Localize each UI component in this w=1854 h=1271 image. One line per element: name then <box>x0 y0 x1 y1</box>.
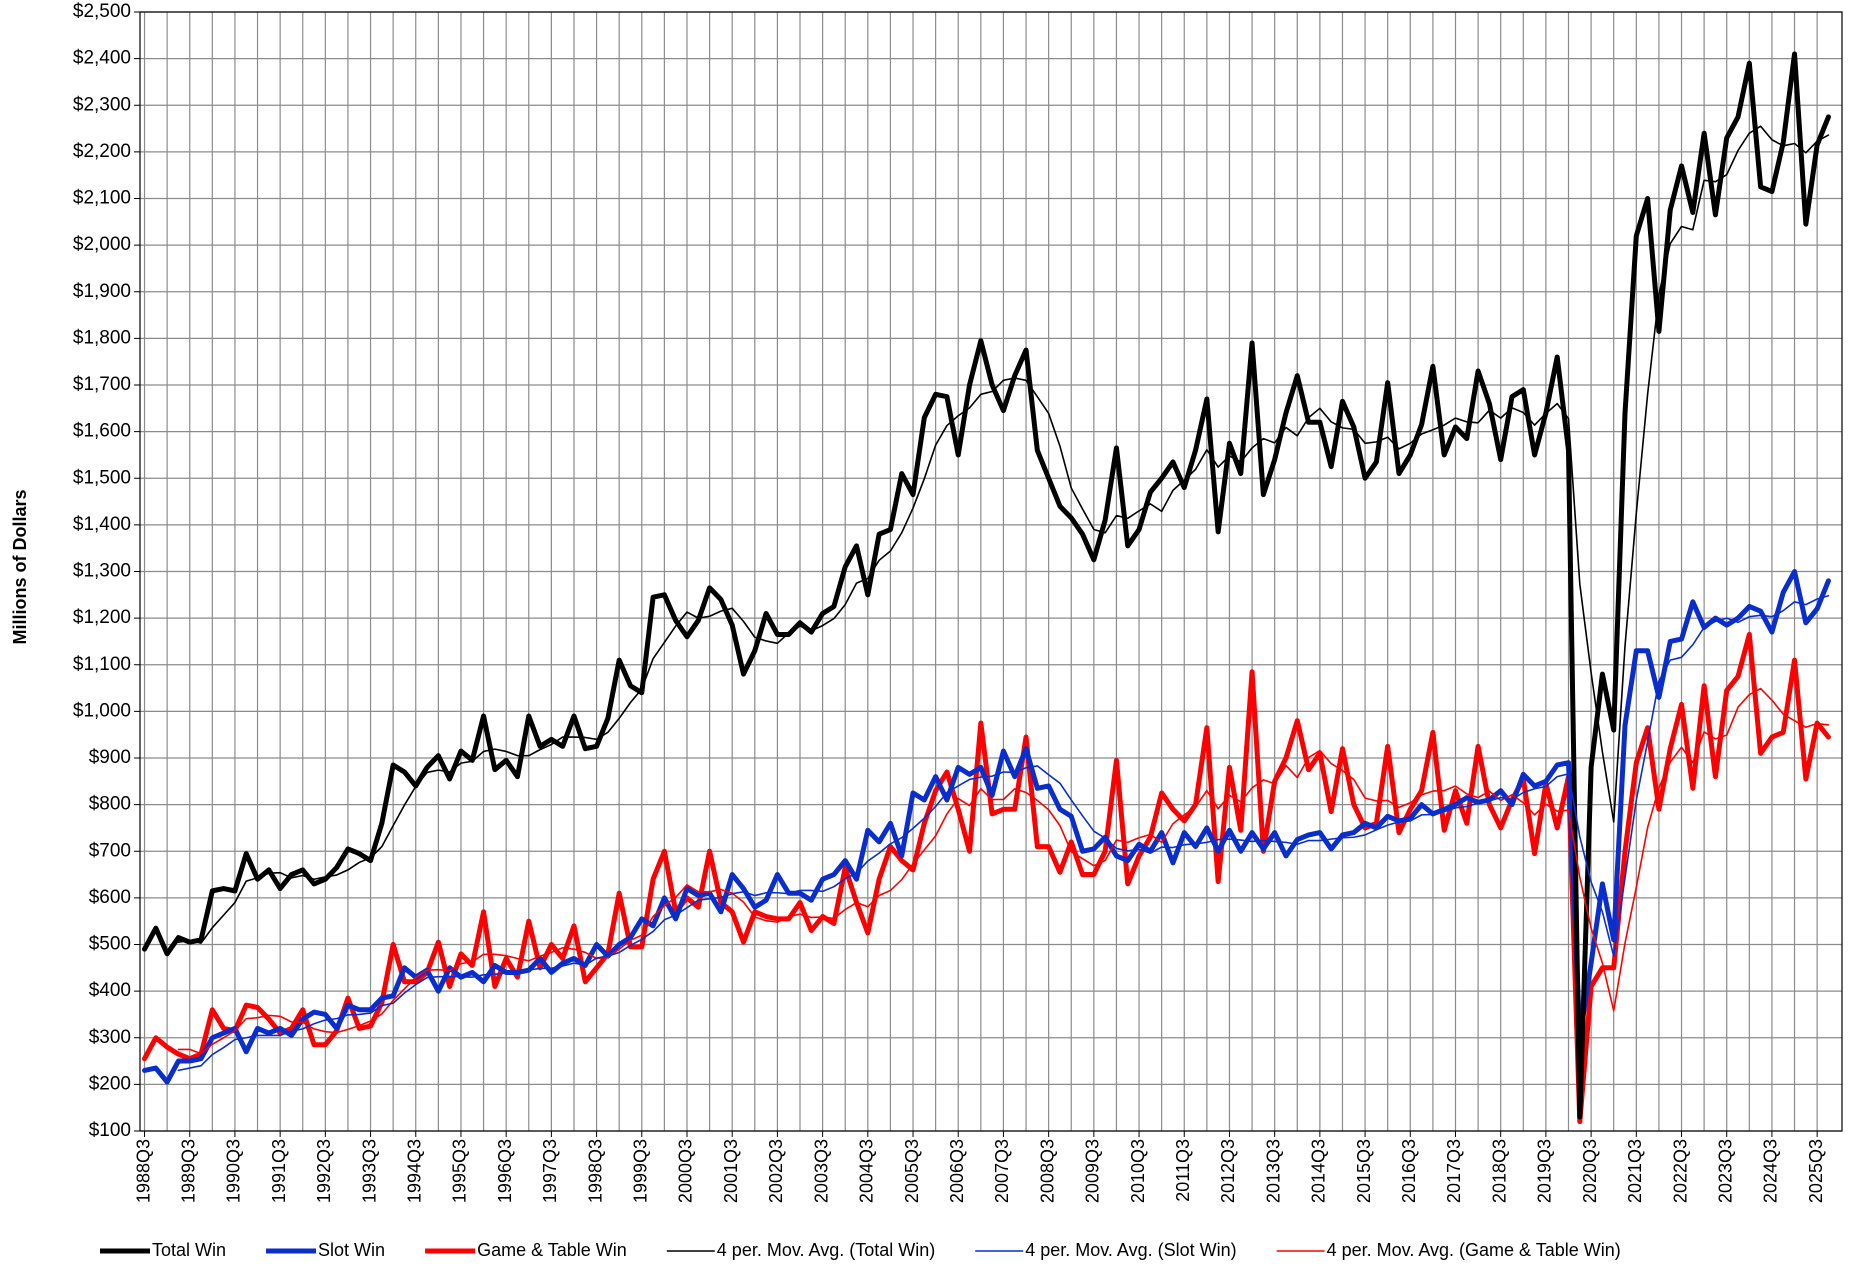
y-tick-label: $900 <box>89 747 131 768</box>
legend-label: Total Win <box>152 1240 226 1260</box>
x-tick-label: 2024Q3 <box>1761 1139 1781 1203</box>
series-line <box>177 594 1830 1072</box>
y-tick-label: $2,300 <box>73 94 131 115</box>
x-tick-label: 2022Q3 <box>1670 1139 1690 1203</box>
x-tick-label: 2012Q3 <box>1218 1139 1238 1203</box>
y-tick-label: $1,500 <box>73 467 131 488</box>
x-tick-label: 2017Q3 <box>1444 1139 1464 1203</box>
x-tick-label: 2021Q3 <box>1625 1139 1645 1203</box>
y-tick-label: $2,000 <box>73 234 131 255</box>
y-tick-label: $1,300 <box>73 561 131 582</box>
y-tick-label: $300 <box>89 1027 131 1048</box>
x-tick-label: 2025Q3 <box>1806 1139 1826 1203</box>
series-line <box>142 51 1831 1120</box>
x-tick-label: 1992Q3 <box>314 1139 334 1203</box>
x-tick-label: 1991Q3 <box>269 1139 289 1203</box>
axis-labels: Millions of Dollars $100 $200 $300 $400 $500… <box>10 1 1826 1203</box>
x-tick-label: 1994Q3 <box>405 1139 425 1203</box>
x-tick-label: 2016Q3 <box>1399 1139 1419 1203</box>
y-tick-label: $2,200 <box>73 141 131 162</box>
x-tick-label: 1990Q3 <box>224 1139 244 1203</box>
x-tick-label: 2001Q3 <box>721 1139 741 1203</box>
grid <box>134 11 1843 1137</box>
series-line <box>177 687 1830 1055</box>
legend-label: Slot Win <box>318 1240 385 1260</box>
y-tick-label: $1,600 <box>73 421 131 442</box>
y-tick-label: $500 <box>89 934 131 955</box>
x-tick-label: 2010Q3 <box>1128 1139 1148 1203</box>
x-tick-label: 2009Q3 <box>1083 1139 1103 1203</box>
x-tick-label: 1997Q3 <box>540 1139 560 1203</box>
y-tick-label: $200 <box>89 1073 131 1094</box>
y-tick-label: $400 <box>89 980 131 1001</box>
x-tick-label: 2013Q3 <box>1263 1139 1283 1203</box>
series-line <box>177 125 1830 944</box>
x-tick-label: 1993Q3 <box>359 1139 379 1203</box>
x-tick-label: 1995Q3 <box>450 1139 470 1203</box>
legend-label: 4 per. Mov. Avg. (Game & Table Win) <box>1327 1240 1621 1260</box>
y-axis-title: Millions of Dollars <box>10 489 30 644</box>
x-tick-label: 2005Q3 <box>902 1139 922 1203</box>
x-tick-label: 2002Q3 <box>766 1139 786 1203</box>
x-tick-label: 2023Q3 <box>1715 1139 1735 1203</box>
x-tick-label: 2008Q3 <box>1037 1139 1057 1203</box>
y-tick-label: $1,100 <box>73 654 131 675</box>
x-tick-label: 2018Q3 <box>1489 1139 1509 1203</box>
legend-label: 4 per. Mov. Avg. (Slot Win) <box>1025 1240 1236 1260</box>
x-tick-label: 2015Q3 <box>1354 1139 1374 1203</box>
x-tick-label: 2006Q3 <box>947 1139 967 1203</box>
y-tick-label: $2,400 <box>73 48 131 69</box>
y-tick-label: $1,200 <box>73 607 131 628</box>
y-tick-label: $600 <box>89 887 131 908</box>
legend-label: 4 per. Mov. Avg. (Total Win) <box>717 1240 935 1260</box>
x-tick-label: 2000Q3 <box>676 1139 696 1203</box>
x-tick-label: 1999Q3 <box>631 1139 651 1203</box>
y-tick-label: $2,100 <box>73 188 131 209</box>
plot-lines <box>142 51 1831 1125</box>
x-tick-label: 1996Q3 <box>495 1139 515 1203</box>
x-tick-label: 2004Q3 <box>857 1139 877 1203</box>
legend-label: Game & Table Win <box>477 1240 627 1260</box>
plot-frame <box>139 11 1843 1132</box>
x-tick-label: 2014Q3 <box>1309 1139 1329 1203</box>
y-tick-label: $800 <box>89 794 131 815</box>
y-tick-label: $1,900 <box>73 281 131 302</box>
x-tick-label: 1989Q3 <box>178 1139 198 1203</box>
x-tick-label: 2007Q3 <box>992 1139 1012 1203</box>
y-tick-label: $2,500 <box>73 1 131 22</box>
x-tick-label: 2020Q3 <box>1580 1139 1600 1203</box>
y-tick-label: $1,700 <box>73 374 131 395</box>
x-tick-label: 2003Q3 <box>811 1139 831 1203</box>
legend: Total Win Slot Win Game & Table Win 4 per. … <box>100 1240 1621 1260</box>
y-tick-label: $1,400 <box>73 514 131 535</box>
x-tick-label: 1988Q3 <box>133 1139 153 1203</box>
y-tick-label: $1,000 <box>73 700 131 721</box>
y-tick-label: $700 <box>89 840 131 861</box>
x-tick-label: 1998Q3 <box>585 1139 605 1203</box>
x-tick-label: 2011Q3 <box>1173 1139 1193 1202</box>
y-tick-label: $100 <box>89 1120 131 1141</box>
y-tick-label: $1,800 <box>73 327 131 348</box>
x-tick-label: 2019Q3 <box>1535 1139 1555 1203</box>
